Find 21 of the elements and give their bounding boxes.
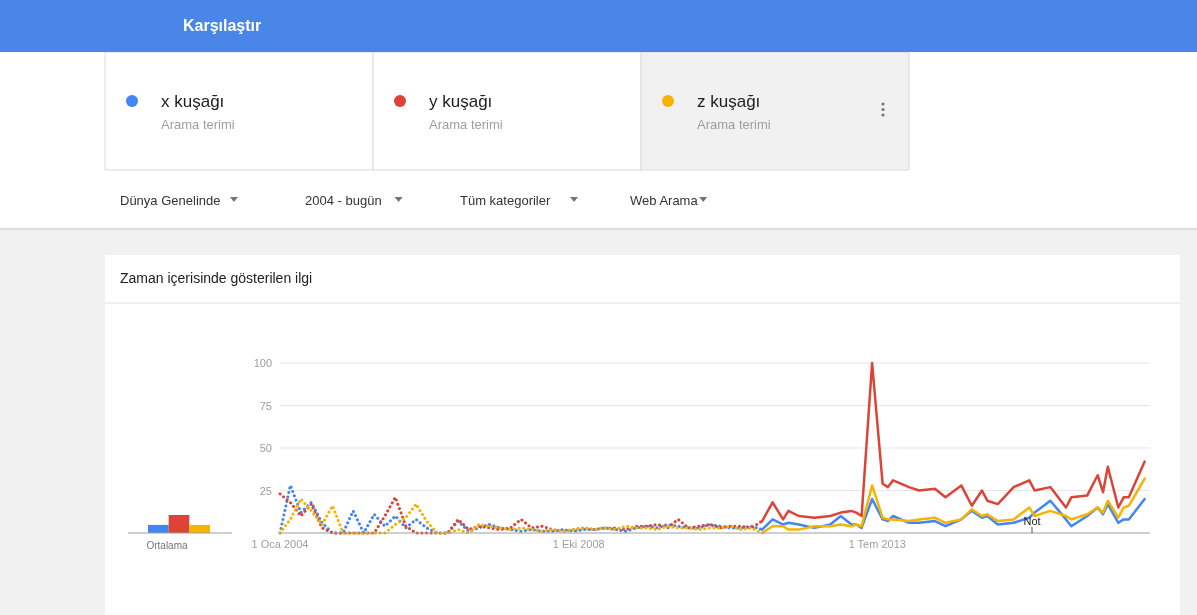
legend-label: z kuşağı bbox=[697, 92, 761, 111]
x-axis-title: Ortalama bbox=[146, 540, 188, 551]
text: Karşılaştır bbox=[183, 17, 262, 34]
text: Web Arama bbox=[630, 193, 699, 208]
text: Tüm kategoriler bbox=[460, 193, 551, 208]
y-tick-label: 50 bbox=[259, 442, 272, 454]
legend-label: x kuşağı bbox=[161, 92, 225, 111]
chart-title: Zaman içerisinde gösterilen ilgi bbox=[120, 270, 313, 286]
x-tick-label: 1 Eki 2008 bbox=[552, 538, 605, 550]
text: Arama terimi bbox=[161, 117, 235, 132]
legend-label: y kuşağı bbox=[429, 92, 493, 111]
text: Arama terimi bbox=[697, 117, 771, 132]
y-tick-label: 25 bbox=[259, 484, 272, 497]
text: 2004 - bugün bbox=[305, 193, 382, 208]
x-tick-label: 1 Tem 2013 bbox=[848, 538, 906, 550]
y-tick-label: 75 bbox=[259, 399, 272, 412]
text: Dünya Genelinde bbox=[120, 193, 221, 208]
annotation: Not bbox=[1023, 515, 1041, 527]
x-tick-label: 1 Oca 2004 bbox=[251, 538, 309, 550]
text: Arama terimi bbox=[429, 117, 503, 132]
y-tick-label: 100 bbox=[253, 357, 272, 369]
